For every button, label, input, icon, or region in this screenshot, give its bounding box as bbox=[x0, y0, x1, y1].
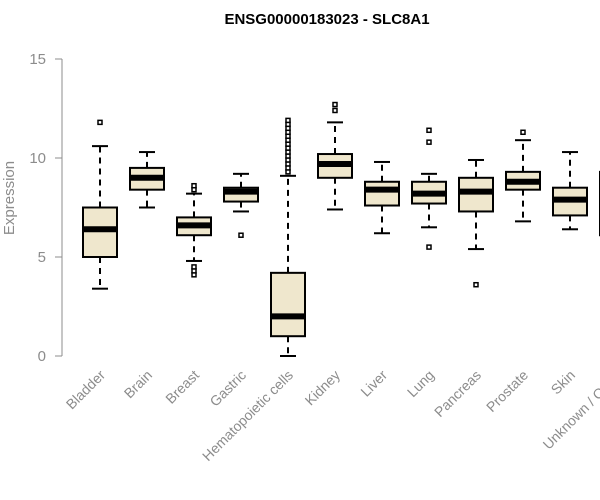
outlier-point bbox=[473, 281, 479, 288]
x-tick-label: Skin bbox=[548, 367, 579, 398]
box-group bbox=[505, 129, 541, 223]
outlier-point bbox=[332, 107, 338, 114]
x-tick-label: Brain bbox=[121, 367, 155, 401]
box-group bbox=[552, 151, 588, 231]
outlier-point bbox=[238, 232, 244, 238]
y-axis-ticks: 0 5 10 15 bbox=[29, 51, 62, 365]
y-tick-label: 0 bbox=[38, 348, 46, 365]
y-axis-label: Expression bbox=[1, 161, 18, 235]
outlier-point bbox=[332, 101, 338, 108]
x-tick-label: Breast bbox=[162, 367, 202, 407]
x-tick-label: Bladder bbox=[63, 367, 109, 413]
y-tick-label: 10 bbox=[29, 150, 46, 167]
box-group bbox=[411, 127, 447, 250]
box-group bbox=[458, 158, 494, 288]
y-tick-label: 15 bbox=[29, 51, 46, 68]
box-group bbox=[223, 172, 259, 238]
outlier-point bbox=[285, 117, 291, 124]
x-tick-label: Lung bbox=[404, 367, 437, 400]
x-tick-label: Liver bbox=[357, 367, 390, 400]
outlier-point bbox=[520, 129, 526, 136]
x-tick-label: Kidney bbox=[302, 367, 344, 409]
outlier-point bbox=[426, 244, 432, 250]
outlier-point bbox=[191, 264, 197, 270]
x-tick-label: Gastric bbox=[206, 367, 249, 410]
box-group bbox=[176, 182, 212, 278]
box-group bbox=[129, 151, 165, 209]
x-tick-label: Hematopoietic cells bbox=[199, 367, 296, 464]
chart-title: ENSG00000183023 - SLC8A1 bbox=[224, 11, 429, 28]
iqr-box bbox=[270, 271, 306, 338]
box-group bbox=[317, 101, 353, 211]
outlier-point bbox=[191, 182, 197, 189]
x-tick-label: Prostate bbox=[483, 367, 531, 415]
x-tick-label: Pancreas bbox=[431, 367, 484, 420]
iqr-box bbox=[364, 180, 400, 207]
box-group bbox=[270, 117, 306, 357]
y-tick-label: 5 bbox=[38, 249, 46, 266]
box-group bbox=[364, 160, 400, 235]
outlier-point bbox=[97, 119, 103, 126]
boxes bbox=[82, 101, 600, 357]
box-group bbox=[82, 119, 118, 290]
outlier-point bbox=[426, 127, 432, 134]
outlier-point bbox=[426, 139, 432, 145]
